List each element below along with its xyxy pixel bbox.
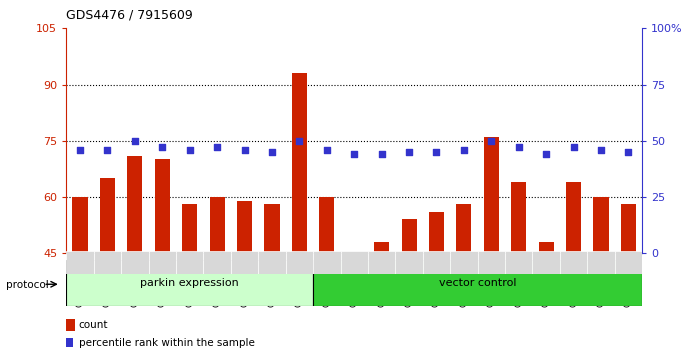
FancyBboxPatch shape bbox=[66, 260, 313, 306]
FancyBboxPatch shape bbox=[560, 251, 587, 274]
Point bbox=[486, 138, 497, 144]
Bar bbox=[401, 219, 417, 253]
FancyBboxPatch shape bbox=[450, 251, 477, 274]
Text: percentile rank within the sample: percentile rank within the sample bbox=[78, 338, 254, 348]
Bar bbox=[155, 159, 170, 253]
Text: vector control: vector control bbox=[439, 278, 517, 288]
FancyBboxPatch shape bbox=[587, 251, 615, 274]
FancyBboxPatch shape bbox=[477, 251, 505, 274]
FancyBboxPatch shape bbox=[423, 251, 450, 274]
Bar bbox=[621, 204, 636, 253]
Point bbox=[211, 145, 223, 150]
Bar bbox=[66, 319, 75, 331]
FancyBboxPatch shape bbox=[368, 251, 395, 274]
Bar bbox=[319, 197, 334, 253]
FancyBboxPatch shape bbox=[121, 251, 149, 274]
Bar bbox=[484, 137, 499, 253]
Point bbox=[321, 147, 332, 153]
Bar bbox=[209, 197, 225, 253]
FancyBboxPatch shape bbox=[341, 251, 368, 274]
Bar bbox=[511, 182, 526, 253]
Bar bbox=[182, 204, 198, 253]
Point bbox=[129, 138, 140, 144]
Text: GDS4476 / 7915609: GDS4476 / 7915609 bbox=[66, 9, 193, 22]
Text: count: count bbox=[78, 320, 108, 330]
Point bbox=[102, 147, 113, 153]
Text: parkin expression: parkin expression bbox=[140, 278, 239, 288]
Bar bbox=[73, 197, 87, 253]
Bar bbox=[237, 201, 252, 253]
Bar bbox=[374, 242, 389, 253]
FancyBboxPatch shape bbox=[533, 251, 560, 274]
Point bbox=[294, 138, 305, 144]
Point bbox=[623, 149, 634, 155]
Bar bbox=[566, 182, 581, 253]
Point bbox=[376, 152, 387, 157]
Bar bbox=[429, 212, 444, 253]
Bar bbox=[66, 338, 73, 347]
Point bbox=[403, 149, 415, 155]
Bar bbox=[265, 204, 279, 253]
FancyBboxPatch shape bbox=[66, 251, 94, 274]
FancyBboxPatch shape bbox=[94, 251, 121, 274]
FancyBboxPatch shape bbox=[285, 251, 313, 274]
Text: protocol: protocol bbox=[6, 280, 48, 290]
FancyBboxPatch shape bbox=[231, 251, 258, 274]
Point bbox=[184, 147, 195, 153]
Point bbox=[513, 145, 524, 150]
Point bbox=[595, 147, 607, 153]
FancyBboxPatch shape bbox=[313, 251, 341, 274]
Bar bbox=[456, 204, 471, 253]
FancyBboxPatch shape bbox=[149, 251, 176, 274]
FancyBboxPatch shape bbox=[258, 251, 285, 274]
Point bbox=[267, 149, 278, 155]
FancyBboxPatch shape bbox=[395, 251, 423, 274]
FancyBboxPatch shape bbox=[505, 251, 533, 274]
FancyBboxPatch shape bbox=[313, 260, 642, 306]
Bar bbox=[127, 156, 142, 253]
Point bbox=[75, 147, 86, 153]
Point bbox=[540, 152, 551, 157]
Bar bbox=[539, 242, 554, 253]
FancyBboxPatch shape bbox=[615, 251, 642, 274]
Point bbox=[348, 152, 360, 157]
Point bbox=[568, 145, 579, 150]
Bar bbox=[100, 178, 115, 253]
Bar bbox=[593, 197, 609, 253]
FancyBboxPatch shape bbox=[203, 251, 231, 274]
Point bbox=[431, 149, 442, 155]
Point bbox=[459, 147, 470, 153]
Point bbox=[239, 147, 250, 153]
Bar bbox=[292, 73, 307, 253]
FancyBboxPatch shape bbox=[176, 251, 203, 274]
Point bbox=[156, 145, 168, 150]
